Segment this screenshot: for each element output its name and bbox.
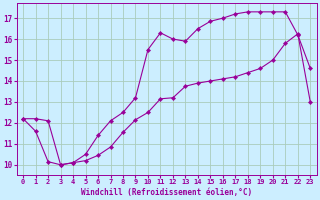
X-axis label: Windchill (Refroidissement éolien,°C): Windchill (Refroidissement éolien,°C) bbox=[81, 188, 252, 197]
